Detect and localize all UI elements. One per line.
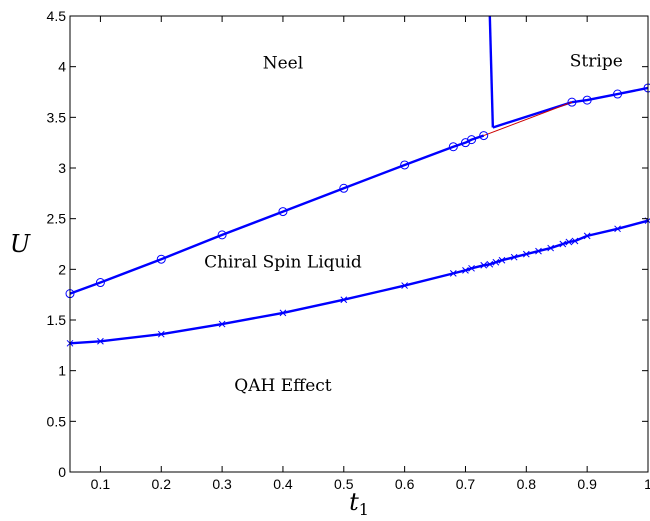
- x-marker: [449, 270, 457, 277]
- x-marker: [571, 237, 579, 245]
- circle-marker: [613, 89, 623, 99]
- series-line-extension: [483, 101, 573, 137]
- x-tick-label: 0.3: [212, 476, 232, 492]
- y-tick-label: 0.5: [47, 413, 67, 429]
- x-tick-label: 0.7: [456, 476, 476, 492]
- y-tick-label: 2.5: [47, 211, 67, 227]
- y-tick-label: 0: [58, 464, 66, 480]
- x-marker: [510, 253, 518, 261]
- plot-area-frame: [69, 15, 649, 473]
- x-marker: [614, 225, 621, 233]
- circle-marker: [156, 254, 166, 264]
- x-marker: [547, 244, 555, 252]
- x-marker: [559, 240, 567, 248]
- x-marker: [492, 258, 500, 266]
- y-tick-label: 2: [58, 261, 66, 277]
- x-marker: [498, 256, 506, 264]
- x-marker: [480, 261, 488, 269]
- region-label: Stripe: [570, 52, 623, 72]
- y-tick-label: 1: [58, 363, 66, 379]
- region-annotations: Neel Stripe Chiral Spin Liquid QAH Effect: [204, 52, 623, 396]
- x-tick-label: 0.2: [152, 476, 172, 492]
- y-tick-label: 4.5: [47, 8, 67, 24]
- region-label: Chiral Spin Liquid: [204, 252, 362, 272]
- x-marker: [401, 282, 408, 289]
- x-axis-label-text: t: [349, 488, 359, 516]
- x-tick-label: 0.6: [395, 476, 415, 492]
- series-line-3: [492, 100, 573, 129]
- circle-marker: [339, 183, 349, 193]
- circle-marker: [479, 131, 489, 141]
- circle-marker: [448, 142, 458, 152]
- x-marker: [468, 264, 475, 272]
- x-axis-label-subscript: 1: [359, 500, 369, 519]
- circle-marker: [278, 207, 288, 217]
- x-marker: [218, 320, 226, 328]
- x-marker: [279, 309, 287, 317]
- circle-marker: [95, 278, 105, 288]
- x-tick-label: 0.5: [334, 476, 354, 492]
- circle-marker: [582, 95, 592, 105]
- x-marker: [340, 296, 348, 304]
- series-line-2: [488, 15, 495, 128]
- y-tick-label: 3: [58, 160, 66, 176]
- series-line-1: [69, 219, 649, 345]
- region-label: QAH Effect: [234, 376, 332, 396]
- x-marker: [462, 266, 469, 274]
- x-axis-label: t1: [349, 488, 369, 519]
- series-markers: [65, 83, 650, 347]
- region-label: Neel: [263, 54, 303, 74]
- x-marker: [535, 247, 542, 255]
- x-marker: [522, 250, 530, 258]
- x-marker: [583, 232, 591, 240]
- y-tick-label: 1.5: [47, 312, 67, 328]
- axis-ticks: 0.1 0.2 0.3 0.4 0.5 0.6 0.7 0.8 0.9 1 0 0.5 1 1.5 2 2.5…: [47, 8, 650, 492]
- series-line-upper: [571, 86, 649, 104]
- series-line-upper: [69, 134, 485, 295]
- x-marker: [486, 260, 494, 268]
- x-tick-label: 0.8: [517, 476, 537, 492]
- y-axis-label: U: [10, 230, 31, 258]
- series-lines: [69, 15, 649, 345]
- x-marker: [157, 330, 165, 338]
- circle-marker: [567, 97, 577, 107]
- x-tick-label: 0.4: [273, 476, 293, 492]
- circle-marker: [400, 160, 410, 170]
- y-tick-label: 4: [58, 59, 66, 75]
- x-marker: [97, 337, 104, 345]
- x-tick-label: 0.1: [91, 476, 111, 492]
- y-tick-label: 3.5: [47, 109, 67, 125]
- circle-marker: [467, 135, 477, 145]
- circle-marker: [217, 230, 227, 240]
- x-tick-label: 0.9: [577, 476, 597, 492]
- x-marker: [565, 238, 573, 246]
- x-tick-label: 1: [644, 476, 650, 492]
